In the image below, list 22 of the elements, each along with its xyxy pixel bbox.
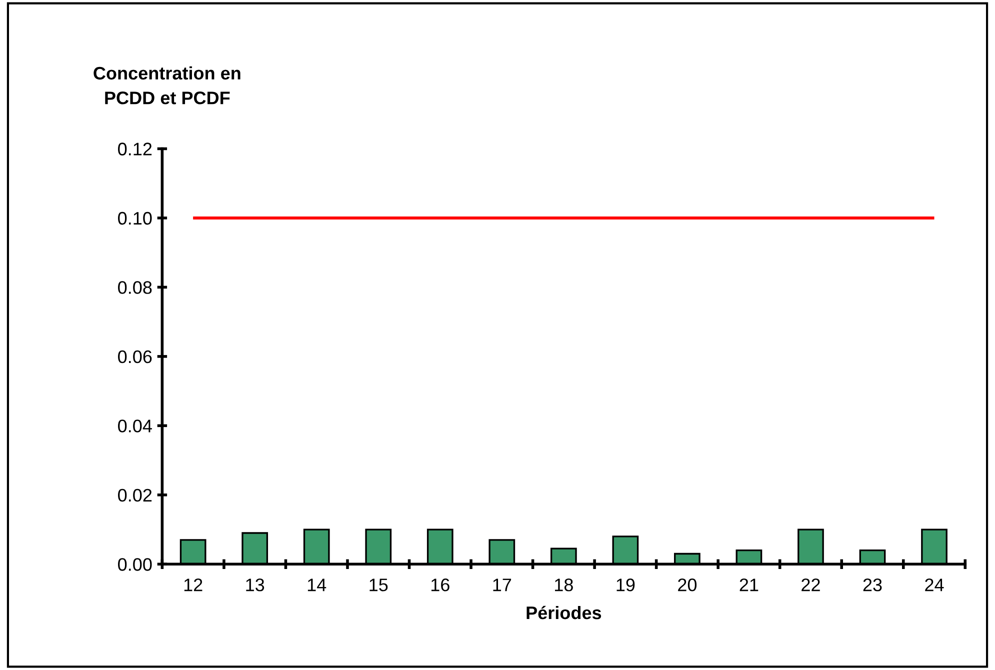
y-tick-label: 0.06	[118, 350, 152, 364]
y-tick-label: 0.00	[118, 558, 152, 571]
y-axis-title: Concentration en PCDD et PCDF	[94, 66, 240, 104]
x-tick-label: 18	[555, 578, 573, 592]
x-tick-label: 22	[802, 578, 820, 592]
x-tick-label: 16	[431, 578, 450, 592]
y-tick-label: 0.12	[118, 142, 152, 156]
x-tick-label: 12	[184, 578, 202, 592]
x-tick-label: 17	[493, 578, 512, 592]
x-tick-label: 21	[740, 578, 758, 592]
y-tick-label: 0.10	[118, 212, 152, 225]
x-tick-label: 20	[678, 578, 697, 592]
y-tick-label: 0.08	[118, 281, 152, 294]
x-axis-title: Périodes	[526, 606, 602, 620]
x-tick-label: 24	[925, 578, 944, 592]
y-tick-label: 0.04	[118, 420, 152, 432]
x-tick-label: 14	[308, 578, 326, 592]
x-tick-label: 23	[863, 578, 882, 592]
y-tick-label: 0.02	[118, 488, 152, 502]
x-tick-label: 15	[370, 578, 388, 592]
x-tick-label: 13	[246, 578, 264, 592]
x-tick-label: 19	[616, 578, 635, 592]
